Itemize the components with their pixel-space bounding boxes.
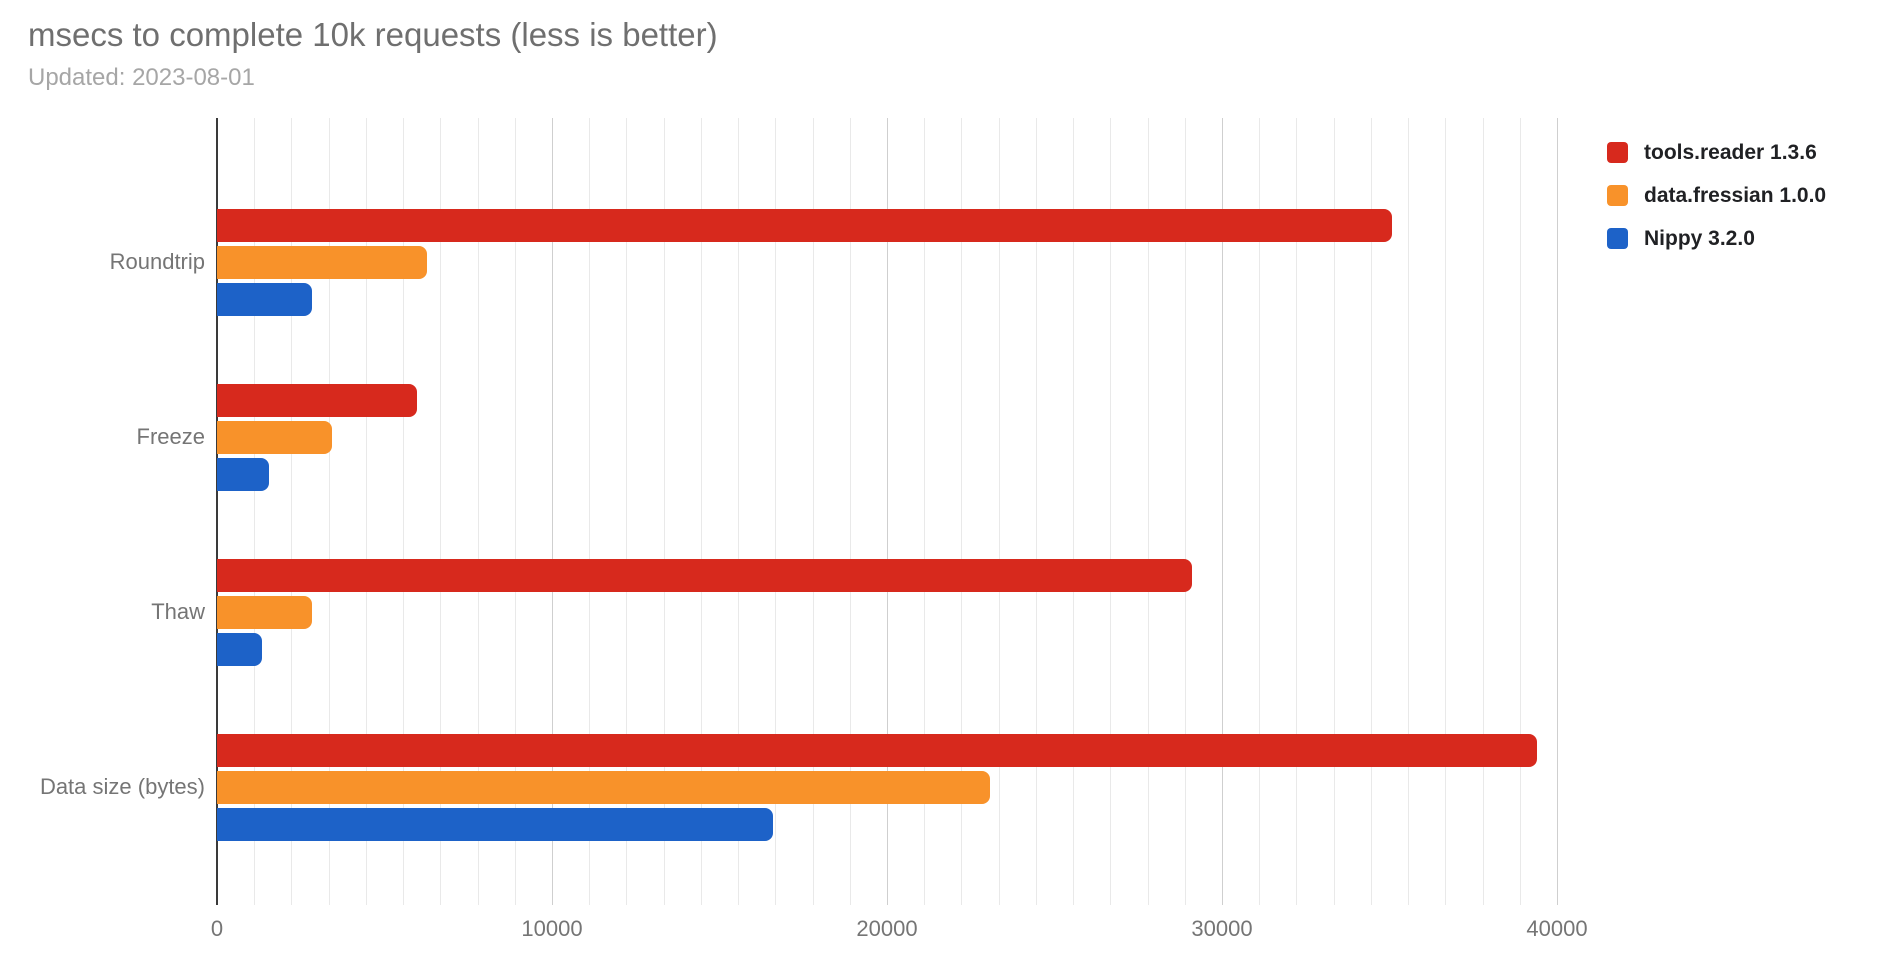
legend-item-nippy-3-2-0: Nippy 3.2.0	[1607, 228, 1826, 249]
minor-gridline	[812, 118, 814, 905]
minor-gridline	[700, 118, 702, 905]
x-tick-label-40000: 40000	[1526, 916, 1588, 941]
minor-gridline	[254, 118, 256, 905]
bar-freeze-data-fressian-1-0-0[interactable]	[217, 420, 332, 454]
minor-gridline	[1110, 118, 1112, 905]
minor-gridline	[589, 118, 591, 905]
chart-title: msecs to complete 10k requests (less is …	[28, 16, 718, 53]
x-tick-label-0: 0	[210, 916, 224, 941]
minor-gridline	[514, 118, 516, 905]
bar-freeze-tools-reader-1-3-6[interactable]	[217, 383, 417, 417]
major-gridline	[1557, 118, 1558, 905]
minor-gridline	[1147, 118, 1149, 905]
minor-gridline	[403, 118, 405, 905]
category-label-freeze: Freeze	[136, 424, 205, 449]
minor-gridline	[849, 118, 851, 905]
legend-label: Nippy 3.2.0	[1644, 227, 1755, 250]
minor-gridline	[663, 118, 665, 905]
minor-gridline	[924, 118, 926, 905]
minor-gridline	[775, 118, 777, 905]
minor-gridline	[1035, 118, 1037, 905]
minor-gridline	[328, 118, 330, 905]
chart-subtitle: Updated: 2023-08-01	[28, 64, 255, 91]
x-tick-label-10000: 10000	[521, 916, 583, 941]
minor-gridline	[1519, 118, 1521, 905]
bar-freeze-nippy-3-2-0[interactable]	[217, 457, 269, 491]
category-label-thaw: Thaw	[151, 599, 205, 624]
minor-gridline	[1408, 118, 1410, 905]
legend-swatch-icon	[1607, 142, 1628, 163]
legend-label: data.fressian 1.0.0	[1644, 184, 1827, 207]
legend-swatch-icon	[1607, 228, 1628, 249]
minor-gridline	[1445, 118, 1447, 905]
bar-data-size-bytes-nippy-3-2-0[interactable]	[217, 807, 773, 841]
bar-thaw-data-fressian-1-0-0[interactable]	[217, 595, 312, 629]
major-gridline	[552, 118, 553, 905]
minor-gridline	[1333, 118, 1335, 905]
major-gridline	[1222, 118, 1223, 905]
legend-label: tools.reader 1.3.6	[1644, 141, 1817, 164]
x-tick-label-20000: 20000	[856, 916, 918, 941]
minor-gridline	[365, 118, 367, 905]
legend: tools.reader 1.3.6 data.fressian 1.0.0 Nip…	[1607, 142, 1826, 271]
minor-gridline	[1296, 118, 1298, 905]
minor-gridline	[626, 118, 628, 905]
bar-roundtrip-data-fressian-1-0-0[interactable]	[217, 245, 427, 279]
minor-gridline	[1184, 118, 1186, 905]
bar-thaw-nippy-3-2-0[interactable]	[217, 632, 262, 666]
minor-gridline	[738, 118, 740, 905]
minor-gridline	[1370, 118, 1372, 905]
minor-gridline	[961, 118, 963, 905]
bar-roundtrip-nippy-3-2-0[interactable]	[217, 282, 312, 316]
legend-swatch-icon	[1607, 185, 1628, 206]
bar-data-size-bytes-data-fressian-1-0-0[interactable]	[217, 770, 990, 804]
minor-gridline	[1482, 118, 1484, 905]
bar-thaw-tools-reader-1-3-6[interactable]	[217, 558, 1192, 592]
legend-item-data-fressian-1-0-0: data.fressian 1.0.0	[1607, 185, 1826, 206]
zero-axis-line	[216, 118, 218, 905]
category-label-data-size-bytes: Data size (bytes)	[39, 774, 205, 799]
minor-gridline	[1073, 118, 1075, 905]
bar-data-size-bytes-tools-reader-1-3-6[interactable]	[217, 733, 1537, 767]
category-label-roundtrip: Roundtrip	[109, 249, 205, 274]
minor-gridline	[998, 118, 1000, 905]
major-gridline	[887, 118, 888, 905]
legend-item-tools-reader-1-3-6: tools.reader 1.3.6	[1607, 142, 1826, 163]
minor-gridline	[1259, 118, 1261, 905]
minor-gridline	[291, 118, 293, 905]
x-tick-label-30000: 30000	[1191, 916, 1253, 941]
minor-gridline	[477, 118, 479, 905]
bar-roundtrip-tools-reader-1-3-6[interactable]	[217, 208, 1392, 242]
minor-gridline	[440, 118, 442, 905]
